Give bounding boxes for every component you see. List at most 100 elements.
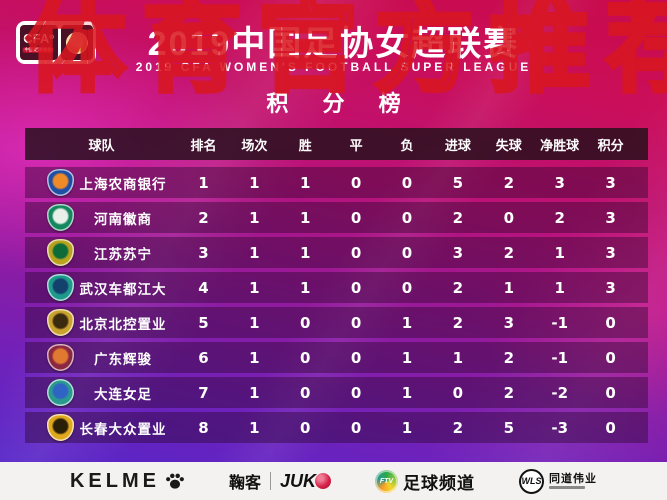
cfa-abbr: CFA — [23, 31, 50, 46]
stat-value: 0 — [350, 243, 362, 262]
cfa-subtext: 中国足球协会 — [23, 47, 54, 53]
table-row: 大连女足 7 1 0 0 1 0 2 -2 0 — [25, 377, 648, 408]
stat-value: 6 — [198, 348, 209, 367]
column-header: 平 — [349, 137, 363, 153]
stat-value: 0 — [300, 313, 311, 332]
wls-logo-icon: WLS — [519, 468, 545, 494]
cfa-logo: CFA® 中国足球协会 — [16, 21, 96, 64]
team-name: 武汉车都江大 — [79, 281, 167, 297]
stat-value: 0 — [350, 208, 362, 227]
football-icon — [315, 473, 332, 489]
stat-value: 1 — [554, 243, 565, 262]
stat-value: 2 — [452, 208, 464, 227]
stat-value: 0 — [401, 173, 413, 192]
juke-cn-wordmark: 鞠客 — [228, 475, 261, 492]
team-crest-icon — [47, 344, 74, 371]
team-crest-icon — [47, 204, 74, 231]
sponsor-juke: 鞠客 JUK — [228, 469, 332, 493]
team-cell: 河南徽商 — [25, 204, 178, 231]
team-crest-icon — [47, 309, 74, 336]
stat-value: 0 — [605, 418, 616, 437]
stat-value: 3 — [554, 173, 565, 192]
table-row: 江苏苏宁 3 1 1 0 0 3 2 1 3 — [25, 237, 648, 268]
column-header: 负 — [400, 137, 414, 153]
stat-value: 2 — [452, 418, 464, 437]
sponsor-kelme: KELME — [70, 470, 185, 493]
team-cell: 北京北控置业 — [25, 309, 178, 336]
team-cell: 长春大众置业 — [25, 414, 178, 441]
stat-value: 1 — [198, 173, 209, 192]
stat-value: 2 — [503, 348, 514, 367]
stat-value: 0 — [401, 208, 413, 227]
stat-value: 1 — [249, 208, 260, 227]
table-row: 河南徽商 2 1 1 0 0 2 0 2 3 — [25, 202, 648, 233]
stat-value: 1 — [249, 383, 260, 402]
team-crest-icon — [47, 379, 74, 406]
stat-value: 1 — [401, 418, 413, 437]
stat-value: 0 — [350, 383, 362, 402]
stat-value: 1 — [401, 348, 413, 367]
stat-value: 1 — [249, 173, 260, 192]
stat-value: -1 — [551, 348, 569, 367]
stat-value: 0 — [605, 313, 616, 332]
registered-mark: ® — [49, 35, 54, 41]
stat-value: 5 — [452, 173, 464, 192]
stat-value: 0 — [300, 418, 311, 437]
stat-value: 1 — [249, 348, 260, 367]
ftv-abbr: FTV — [379, 477, 394, 485]
table-row: 上海农商银行 1 1 1 0 0 5 2 3 3 — [25, 167, 648, 198]
stat-value: 1 — [249, 243, 260, 262]
sponsor-football-channel: FTV 足球频道 — [375, 469, 475, 494]
team-name: 大连女足 — [94, 386, 152, 402]
stat-value: -2 — [551, 383, 569, 402]
team-crest-icon — [47, 169, 74, 196]
table-row: 广东辉骏 6 1 0 0 1 1 2 -1 0 — [25, 342, 648, 373]
page-title: 2019中国足协女超联赛 — [147, 25, 520, 63]
stat-value: 1 — [249, 418, 260, 437]
stat-value: 1 — [300, 208, 311, 227]
sponsor-bar: KELME 鞠客 JUK FTV 足球频道 WLS 同道伟业 — [0, 462, 667, 500]
stat-value: 2 — [452, 313, 464, 332]
stat-value: 4 — [198, 278, 209, 297]
team-cell: 武汉车都江大 — [25, 274, 178, 301]
stat-value: -3 — [551, 418, 569, 437]
column-header: 进球 — [444, 137, 471, 153]
team-name: 江苏苏宁 — [94, 246, 152, 262]
stat-value: 1 — [401, 313, 413, 332]
team-cell: 大连女足 — [25, 379, 178, 406]
team-cell: 江苏苏宁 — [25, 239, 178, 266]
column-header: 排名 — [190, 137, 217, 153]
wls-abbr: WLS — [521, 476, 542, 486]
stat-value: 3 — [605, 243, 616, 262]
stat-value: 1 — [300, 278, 311, 297]
standings-heading: 积 分 榜 — [266, 91, 415, 116]
stat-value: 2 — [198, 208, 209, 227]
team-name: 北京北控置业 — [79, 316, 167, 332]
stat-value: 0 — [350, 313, 362, 332]
team-crest-icon — [47, 274, 74, 301]
stat-value: 5 — [198, 313, 209, 332]
stat-value: 2 — [554, 208, 565, 227]
table-row: 北京北控置业 5 1 0 0 1 2 3 -1 0 — [25, 307, 648, 338]
stat-value: 1 — [249, 313, 260, 332]
stat-value: 1 — [503, 278, 514, 297]
stat-value: 2 — [503, 383, 514, 402]
cfa-logo-text-tile: CFA® 中国足球协会 — [19, 25, 58, 60]
sponsor-wls: WLS 同道伟业 — [519, 468, 597, 494]
stat-value: 0 — [401, 243, 413, 262]
stat-value: 3 — [605, 278, 616, 297]
cfa-emblem-icon — [65, 31, 88, 54]
column-header: 积分 — [597, 137, 624, 153]
stat-value: 1 — [300, 243, 311, 262]
juke-en-wordmark: JUK — [280, 470, 317, 491]
kelme-wordmark: KELME — [69, 469, 160, 492]
stat-value: 3 — [605, 173, 616, 192]
stat-value: 3 — [452, 243, 464, 262]
column-header: 球队 — [88, 137, 115, 153]
stat-value: 0 — [452, 383, 464, 402]
ftv-ball-icon: FTV — [375, 469, 399, 493]
football-channel-wordmark: 足球频道 — [403, 473, 476, 493]
column-header: 场次 — [241, 137, 268, 153]
stat-value: 0 — [503, 208, 514, 227]
